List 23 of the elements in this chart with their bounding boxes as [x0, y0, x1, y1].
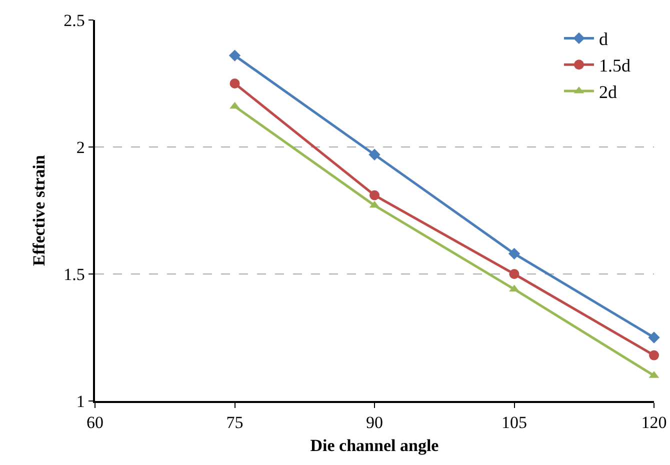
point [228, 50, 241, 62]
point [370, 190, 380, 200]
point [648, 332, 660, 344]
x-axis-title: Die channel angle [310, 436, 440, 456]
point [230, 78, 240, 88]
y-tick-label: 1.5 [64, 264, 85, 284]
x-tick-label: 105 [502, 413, 527, 432]
point [649, 350, 659, 360]
y-tick-label: 2.5 [64, 10, 85, 30]
x-tick-label: 60 [86, 413, 104, 432]
legend-label: 2d [598, 82, 617, 102]
point [508, 248, 520, 260]
y-axis-title: Effective strain [30, 154, 49, 266]
legend-label: 1.5d [598, 56, 630, 76]
point [368, 148, 380, 160]
y-tick-label: 2 [76, 138, 85, 157]
x-tick-label: 75 [226, 413, 244, 432]
x-tick-label: 90 [366, 413, 383, 432]
point [509, 269, 520, 279]
legend-label: d [598, 29, 608, 50]
point [230, 102, 240, 109]
x-tick-label: 120 [641, 413, 667, 432]
y-tick-label: 1 [76, 392, 85, 411]
